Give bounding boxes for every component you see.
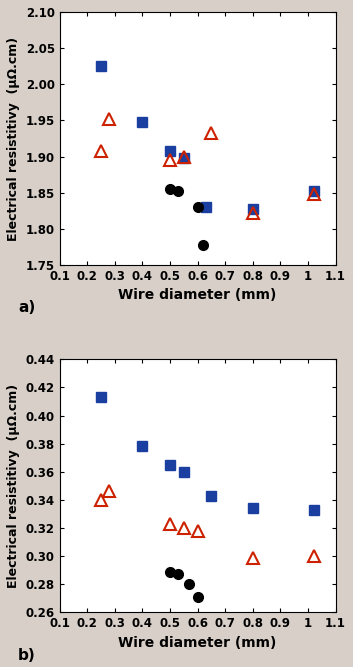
Text: a): a): [18, 300, 35, 315]
Y-axis label: Electrical resistitivy  (μΩ.cm): Electrical resistitivy (μΩ.cm): [7, 37, 20, 241]
X-axis label: Wire diameter (mm): Wire diameter (mm): [118, 288, 277, 302]
X-axis label: Wire diameter (mm): Wire diameter (mm): [118, 636, 277, 650]
Y-axis label: Electrical resistitivy  (μΩ.cm): Electrical resistitivy (μΩ.cm): [7, 384, 20, 588]
Text: b): b): [18, 648, 36, 663]
